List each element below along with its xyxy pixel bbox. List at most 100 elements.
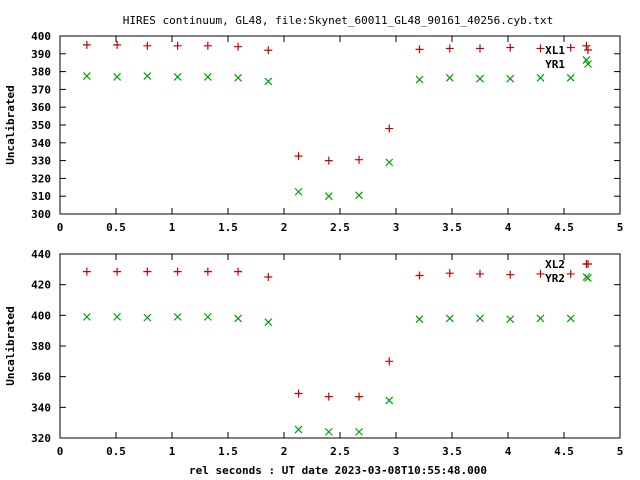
data-point-yr1 [173,73,182,81]
data-point-yr2 [536,314,545,323]
x-tick-label: 4.5 [554,221,574,234]
data-point-yr1 [445,73,454,82]
x-tick-label: 1 [169,221,176,234]
x-tick-label: 2.5 [330,445,350,458]
y-tick-label: 310 [31,190,51,203]
x-tick-label: 0 [57,445,64,458]
y-axis-label: Uncalibrated [4,85,17,164]
y-tick-label: 380 [31,340,51,353]
data-point-yr2 [82,312,91,321]
y-axis-label: Uncalibrated [4,306,17,385]
data-point-xl1 [203,41,212,50]
data-point-xl2 [355,392,364,401]
legend-marker [584,60,592,68]
data-point-xl1 [264,46,273,55]
data-point-xl1 [294,152,303,161]
data-point-yr2 [294,425,303,434]
data-point-xl2 [173,267,182,276]
data-point-xl1 [234,42,243,51]
chart-title: HIRES continuum, GL48, file:Skynet_60011… [123,14,553,27]
x-tick-label: 3.5 [442,445,462,458]
x-tick-label: 3 [393,445,400,458]
data-point-yr2 [566,314,575,323]
data-point-yr2 [264,318,273,327]
data-point-xl2 [264,273,273,281]
x-tick-label: 2.5 [330,221,350,234]
data-point-xl1 [445,44,454,53]
y-tick-label: 400 [31,309,51,322]
data-point-yr2 [415,315,424,324]
y-tick-label: 350 [31,119,51,132]
data-point-yr2 [582,273,591,281]
data-point-yr1 [264,77,273,86]
data-point-xl1 [355,155,364,164]
y-tick-label: 340 [31,137,51,150]
data-point-yr1 [82,72,91,80]
data-point-yr2 [476,314,484,323]
legend-label: XL1 [545,44,565,57]
data-point-xl2 [566,269,575,278]
data-point-yr1 [506,74,515,83]
data-point-yr2 [506,315,515,324]
data-point-xl1 [173,41,182,50]
x-tick-label: 5 [617,221,624,234]
x-axis-label: rel seconds : UT date 2023-03-08T10:55:4… [189,464,487,477]
data-point-xl1 [476,44,484,53]
data-point-xl1 [582,41,591,50]
data-point-xl2 [82,267,91,276]
data-point-xl2 [445,269,454,278]
x-tick-label: 4 [505,221,512,234]
data-point-xl1 [415,45,424,54]
data-point-yr1 [143,72,152,80]
x-tick-label: 1.5 [218,221,238,234]
data-point-yr1 [476,74,484,83]
data-point-xl2 [506,270,515,279]
x-tick-label: 2 [281,445,288,458]
data-point-xl1 [536,44,545,53]
y-tick-label: 330 [31,155,51,168]
data-point-yr2 [203,312,212,321]
x-tick-label: 4.5 [554,445,574,458]
data-point-yr1 [582,56,591,64]
x-tick-label: 1.5 [218,445,238,458]
data-point-xl2 [234,267,243,276]
y-tick-label: 400 [31,30,51,43]
plot-frame [59,253,621,439]
bottom-plot-panel: 0 0.5 1 1.5 2 2.5 3 3.5 4 4.5 5 320 340 360 380 400 420 4… [4,248,623,458]
y-tick-label: 360 [31,371,51,384]
y-tick-label: 420 [31,279,51,292]
y-tick-label: 390 [31,48,51,61]
data-point-yr1 [355,191,363,200]
data-point-yr2 [385,396,394,405]
legend-label: YR1 [545,58,565,71]
x-tick-label: 0.5 [106,221,126,234]
data-point-xl2 [415,271,424,280]
data-point-yr2 [324,427,333,436]
data-point-xl2 [324,392,333,401]
data-point-yr1 [385,158,394,167]
y-tick-label: 340 [31,401,51,414]
y-tick-label: 320 [31,432,51,445]
y-tick-label: 380 [31,66,51,79]
data-point-xl2 [476,269,484,278]
data-point-xl1 [82,40,91,49]
data-point-yr1 [566,73,575,82]
x-tick-label: 3 [393,221,400,234]
legend-label: XL2 [545,258,565,271]
data-point-yr1 [113,73,122,81]
x-tick-label: 4 [505,445,512,458]
x-tick-label: 0.5 [106,445,126,458]
data-point-yr1 [415,75,424,84]
data-point-yr2 [234,314,243,323]
top-plot-panel: 0 0.5 1 1.5 2 2.5 3 3.5 4 4.5 5 300 310 320 330 340 350 3… [4,30,623,234]
y-tick-label: 360 [31,101,51,114]
data-point-xl2 [536,269,545,278]
y-tick-label: 320 [31,172,51,185]
data-point-xl1 [113,40,122,49]
plot-frame [59,35,621,215]
data-point-xl2 [294,389,303,398]
x-tick-label: 1 [169,445,176,458]
data-point-yr1 [324,192,333,201]
data-point-yr2 [445,314,454,323]
